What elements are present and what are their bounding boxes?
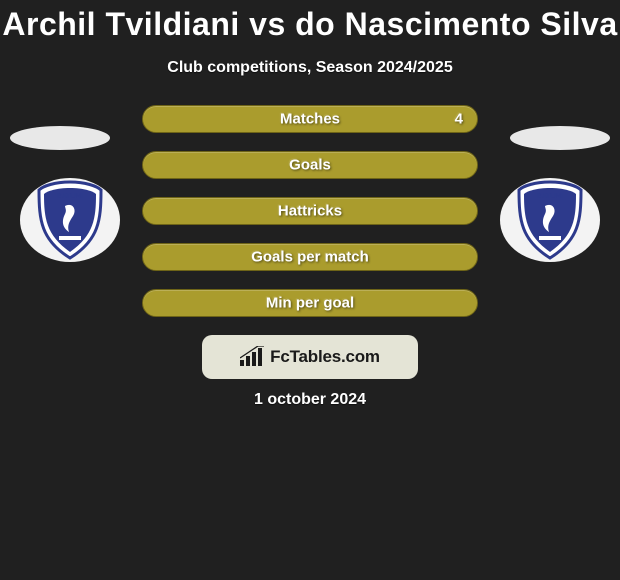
shield-icon: BATUMI <box>515 180 585 260</box>
svg-text:BATUMI: BATUMI <box>537 193 564 200</box>
shield-icon: BATUMI <box>35 180 105 260</box>
bar-min-per-goal: Min per goal <box>142 289 478 317</box>
page-title: Archil Tvildiani vs do Nascimento Silva <box>2 6 617 43</box>
club-logo-left: BATUMI <box>20 178 120 262</box>
bar-label: Hattricks <box>278 203 342 220</box>
svg-text:BATUMI: BATUMI <box>57 193 84 200</box>
ellipse-left <box>10 126 110 150</box>
subtitle: Club competitions, Season 2024/2025 <box>167 59 452 77</box>
bar-label: Min per goal <box>266 295 354 312</box>
date-text: 1 october 2024 <box>254 391 366 409</box>
infographic-root: Archil Tvildiani vs do Nascimento Silva … <box>0 0 620 580</box>
ellipse-right <box>510 126 610 150</box>
bar-chart-icon <box>240 346 266 368</box>
bar-label: Goals per match <box>251 249 369 266</box>
brand-box: FcTables.com <box>202 335 418 379</box>
bar-goals-per-match: Goals per match <box>142 243 478 271</box>
brand-text: FcTables.com <box>270 347 380 367</box>
bar-goals: Goals <box>142 151 478 179</box>
bar-matches: Matches 4 <box>142 105 478 133</box>
bar-label: Matches <box>280 111 340 128</box>
bar-label: Goals <box>289 157 331 174</box>
bar-value-right: 4 <box>455 111 463 128</box>
bar-hattricks: Hattricks <box>142 197 478 225</box>
stat-bars: Matches 4 Goals Hattricks Goals per matc… <box>142 105 478 317</box>
club-logo-right: BATUMI <box>500 178 600 262</box>
